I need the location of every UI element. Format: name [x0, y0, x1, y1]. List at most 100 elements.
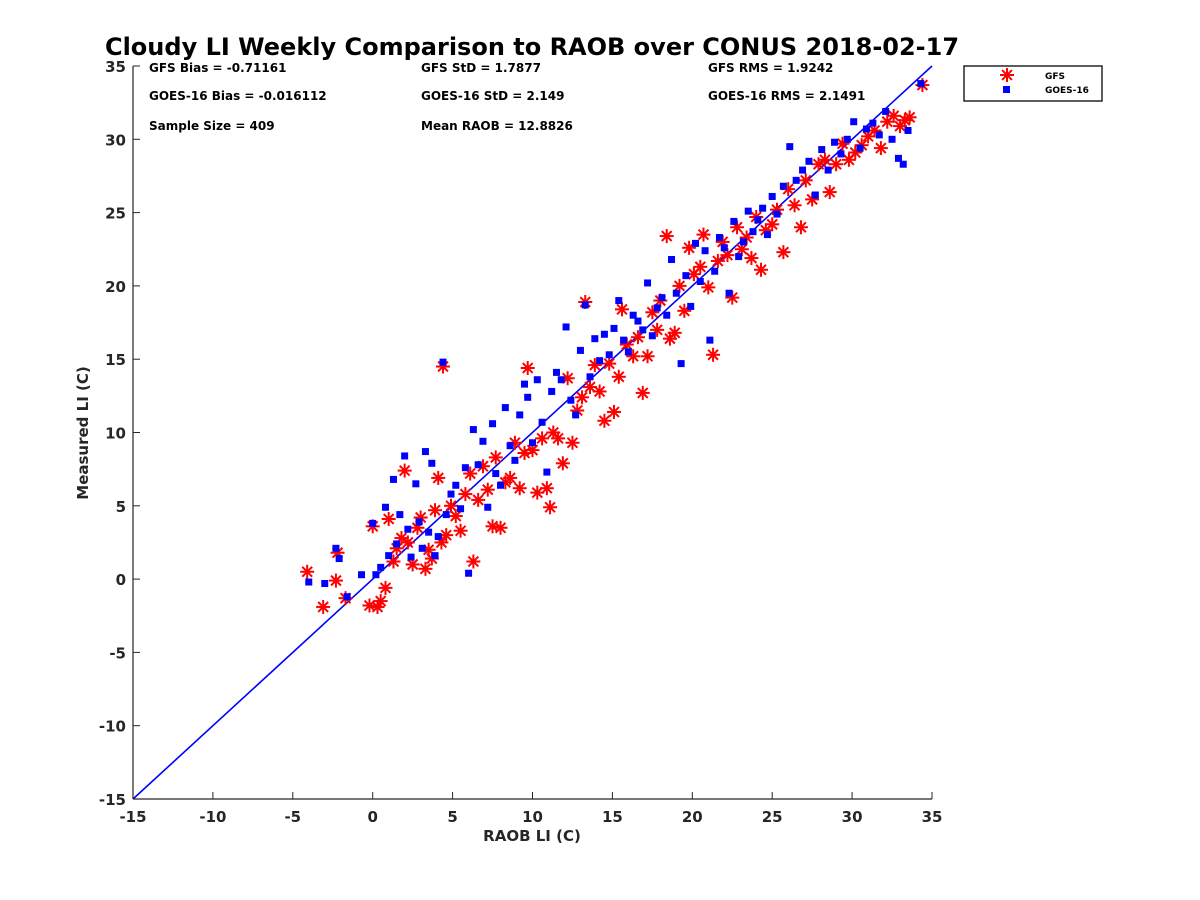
goes-16-point: [759, 204, 767, 212]
gfs-point: [793, 220, 808, 235]
y-tick-label: 25: [105, 205, 126, 223]
gfs-point: [701, 280, 716, 295]
goes-16-point: [501, 404, 509, 412]
gfs-point: [565, 435, 580, 450]
goes-16-point: [720, 244, 728, 252]
goes-16-point: [869, 119, 877, 127]
y-tick-label: 10: [105, 425, 126, 443]
y-tick-label: 35: [105, 58, 126, 76]
goes-16-point: [862, 125, 870, 133]
x-tick-label: 35: [922, 808, 943, 826]
stats-block: GFS Bias = -0.71161 GFS StD = 1.7877 GFS…: [149, 61, 865, 133]
gfs-point: [787, 198, 802, 213]
goes-16-point: [543, 468, 551, 476]
goes-16-point: [624, 348, 632, 356]
goes-16-point: [754, 216, 762, 224]
goes-16-point: [691, 239, 699, 247]
gfs-point: [611, 369, 626, 384]
goes-16-point: [706, 336, 714, 344]
gfs-point: [817, 152, 832, 167]
goes-16-point: [412, 480, 420, 488]
goes-16-point: [639, 326, 647, 334]
x-tick-label: -15: [119, 808, 146, 826]
y-tick-label: -15: [99, 791, 126, 809]
x-axis-label: RAOB LI (C): [483, 827, 581, 845]
goes-16-point: [404, 525, 412, 533]
legend-gfs-label: GFS: [1045, 72, 1065, 82]
goes-16-point: [506, 442, 514, 450]
x-tick-label: 0: [367, 808, 377, 826]
goes-16-point: [629, 311, 637, 319]
goes-16-point: [799, 166, 807, 174]
y-tick-label: 5: [116, 498, 126, 516]
gfs-point: [555, 456, 570, 471]
x-tick-label: 25: [762, 808, 783, 826]
goes-16-point: [393, 540, 401, 548]
goes-16-point: [567, 396, 575, 404]
goes-bias-text: GOES-16 Bias = -0.016112: [149, 89, 327, 103]
goes-16-point: [377, 563, 385, 571]
gfs-point: [539, 481, 554, 496]
gfs-point: [597, 413, 612, 428]
x-tick-label: 5: [447, 808, 457, 826]
goes-16-point: [401, 452, 409, 460]
gfs-point: [458, 487, 473, 502]
goes-16-point: [818, 146, 826, 154]
goes-16-point: [492, 470, 500, 478]
goes-16-point: [581, 301, 589, 309]
goes-16-point: [768, 192, 776, 200]
gfs-point: [444, 498, 459, 513]
goes-16-point: [744, 207, 752, 215]
gfs-point: [453, 523, 468, 538]
goes-16-point: [843, 135, 851, 143]
goes-16-point: [335, 555, 343, 563]
gfs-point: [659, 229, 674, 244]
gfs-point: [776, 245, 791, 260]
gfs-point: [381, 511, 396, 526]
goes-16-point: [837, 150, 845, 158]
gfs-point: [635, 385, 650, 400]
goes-16-point: [572, 411, 580, 419]
legend-goes-square-icon: [1003, 86, 1010, 93]
gfs-point: [765, 217, 780, 232]
goes-16-point: [434, 533, 442, 541]
goes-16-point: [305, 578, 313, 586]
plot-area: [132, 65, 933, 800]
gfs-series: [300, 78, 930, 614]
goes-16-point: [431, 552, 439, 560]
gfs-point: [614, 302, 629, 317]
goes-16-point: [824, 166, 832, 174]
goes-16-point: [610, 324, 618, 332]
goes-16-point: [407, 553, 415, 561]
gfs-point: [488, 450, 503, 465]
gfs-point: [575, 390, 590, 405]
gfs-point: [822, 185, 837, 200]
gfs-point: [829, 157, 844, 172]
goes-16-point: [739, 238, 747, 246]
goes-16-point: [644, 279, 652, 287]
gfs-point: [798, 173, 813, 188]
goes-16-point: [779, 182, 787, 190]
goes-16-point: [735, 253, 743, 261]
goes-16-point: [663, 311, 671, 319]
goes-16-point: [875, 131, 883, 139]
goes-16-point: [489, 420, 497, 428]
goes-16-point: [749, 228, 757, 236]
y-axis-label: Measured LI (C): [74, 366, 92, 499]
goes-16-series: [305, 80, 925, 601]
one-to-one-reference-line: [132, 65, 933, 800]
gfs-point: [667, 325, 682, 340]
gfs-point: [328, 573, 343, 588]
goes-16-point: [415, 518, 423, 526]
goes-16-point: [620, 336, 628, 344]
goes-16-point: [701, 247, 709, 255]
goes-16-point: [696, 278, 704, 286]
goes-16-point: [917, 80, 925, 88]
y-tick-label: -5: [109, 644, 126, 662]
gfs-point: [744, 251, 759, 266]
gfs-point: [886, 108, 901, 123]
goes-16-point: [321, 579, 329, 587]
y-axis-ticks: 35 30 25 20 15 10 5 0 -5 -10 -15: [99, 58, 140, 809]
goes-16-point: [479, 437, 487, 445]
goes-16-point: [894, 154, 902, 162]
